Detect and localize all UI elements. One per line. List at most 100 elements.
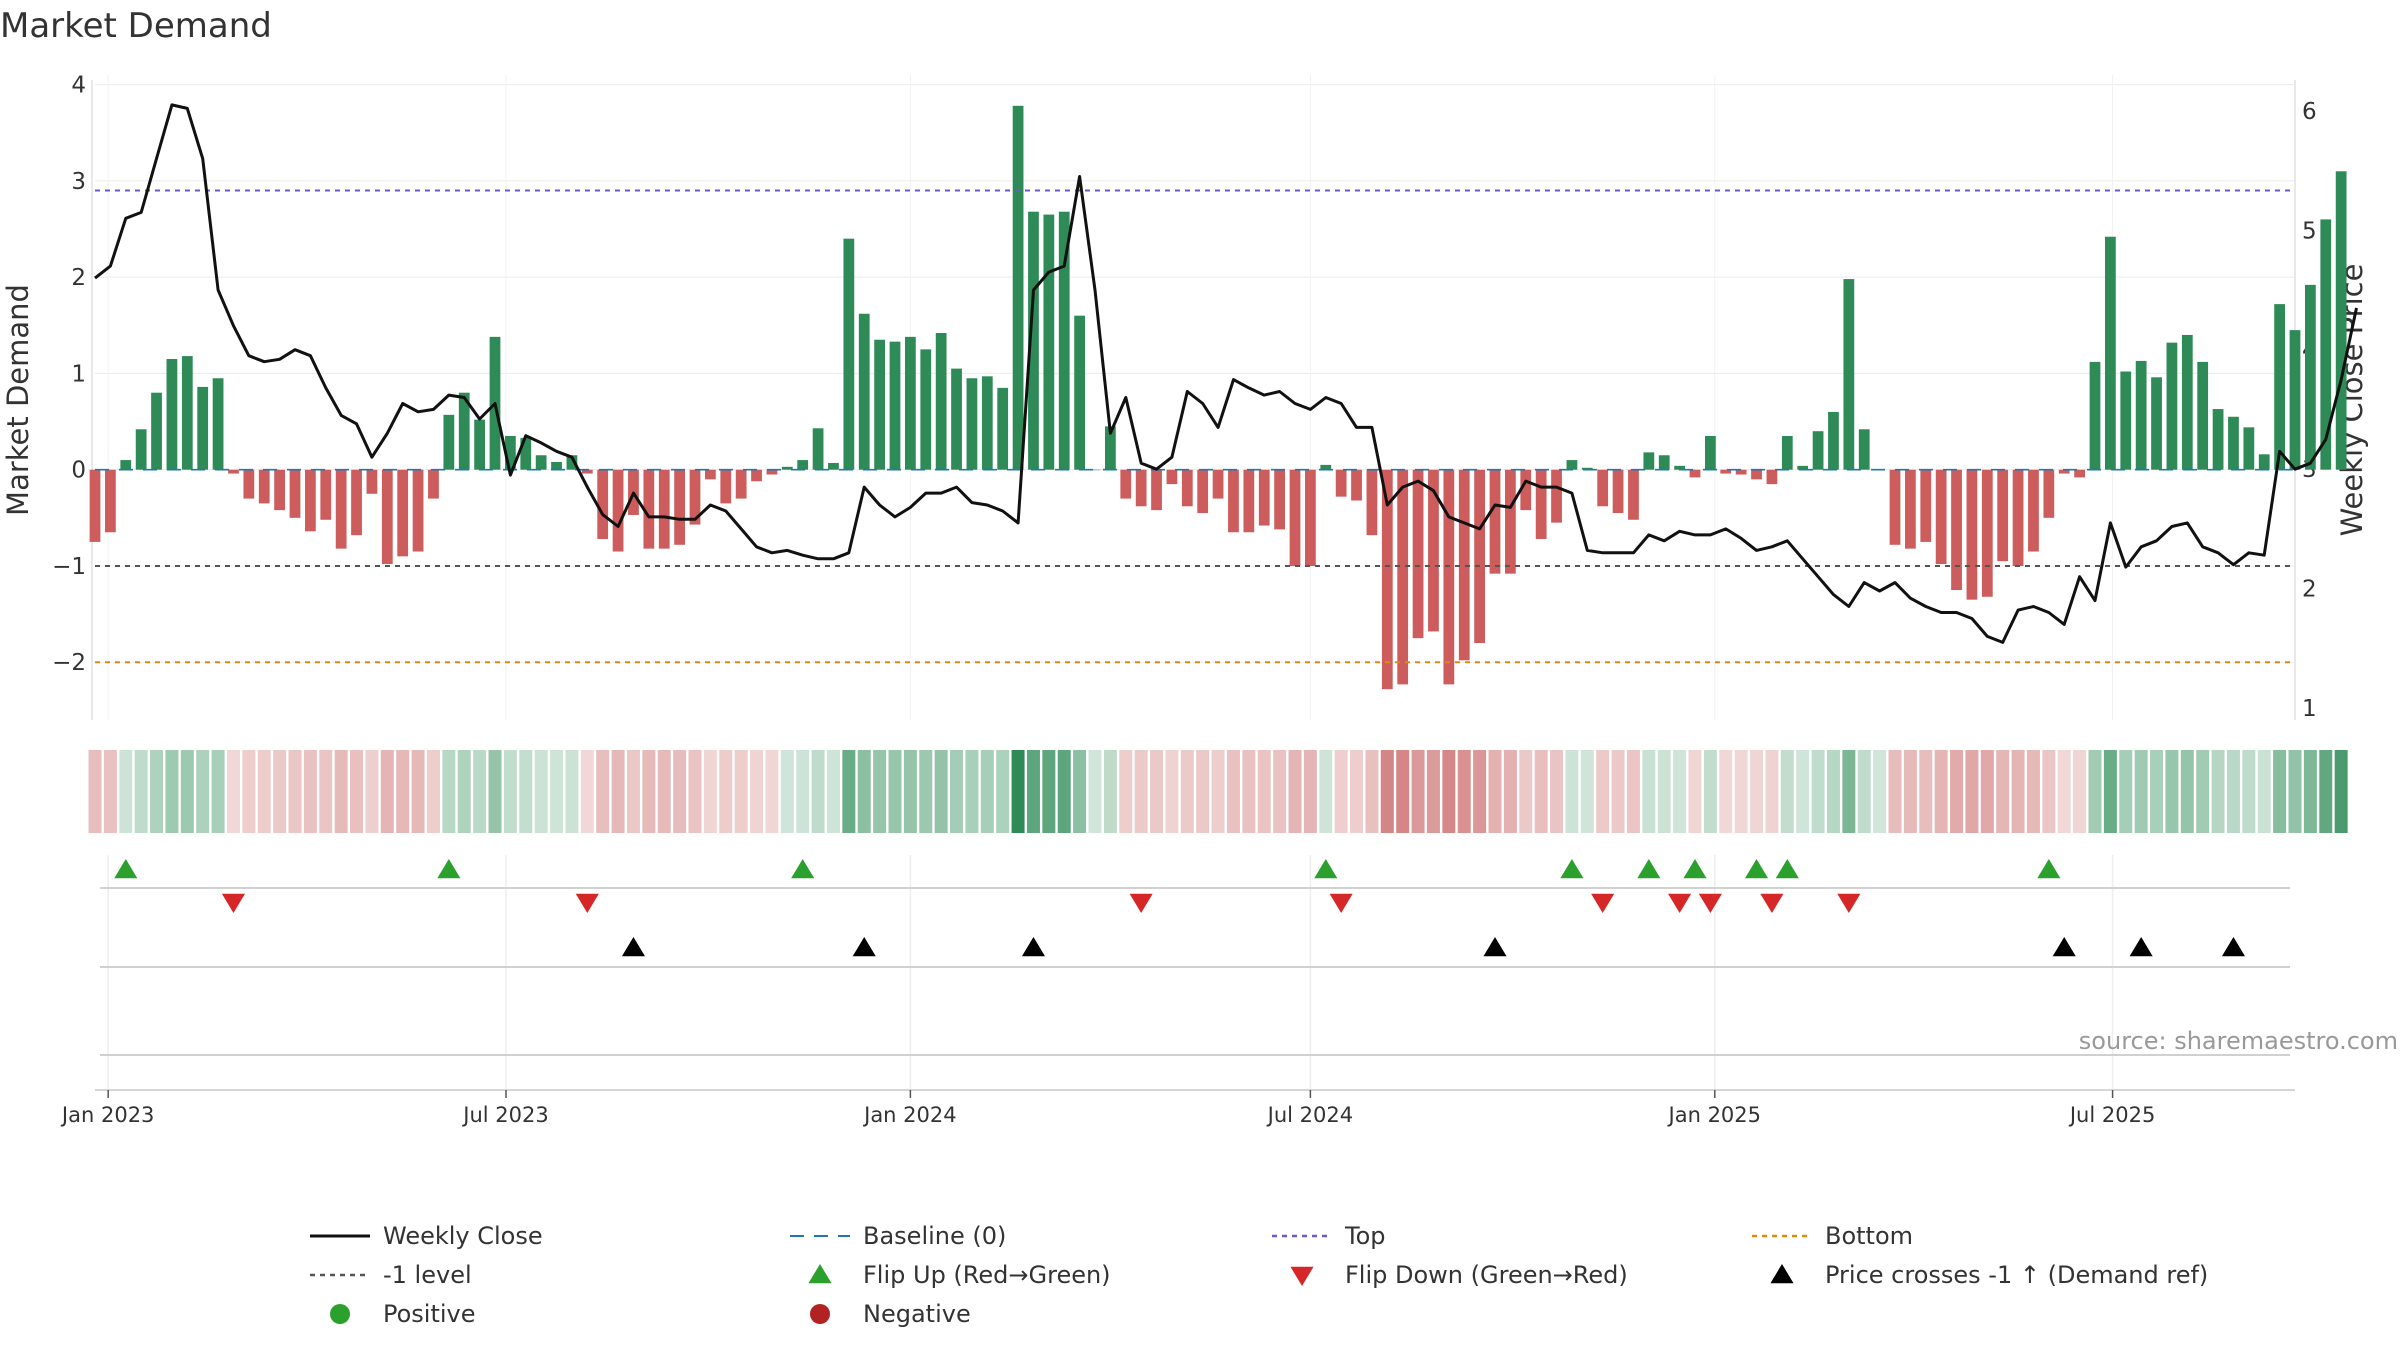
demand-bar <box>1628 469 1639 520</box>
demand-bar <box>120 460 132 470</box>
heat-strip-cell <box>1596 750 1610 833</box>
heat-strip-cell <box>1411 750 1425 833</box>
heat-strip-cell <box>1657 750 1671 833</box>
price-cross-marker <box>852 937 876 957</box>
demand-bar <box>612 469 624 552</box>
demand-bar <box>2320 219 2332 470</box>
heat-strip-cell <box>165 750 179 833</box>
y2-tick-label: 5 <box>2302 218 2317 244</box>
heat-strip-cell <box>996 750 1010 833</box>
demand-bar <box>858 313 870 470</box>
demand-bar <box>1720 469 1732 474</box>
heat-strip-cell <box>1488 750 1502 833</box>
heat-strip-cell <box>1811 750 1825 833</box>
demand-bar <box>474 419 485 470</box>
demand-bar <box>2074 469 2085 478</box>
x-tick-label: Jul 2025 <box>2068 1103 2155 1127</box>
demand-bar <box>2166 342 2178 470</box>
legend-item: Bottom <box>1752 1222 1913 1250</box>
heat-strip-cell <box>365 750 379 833</box>
heat-strip-cell <box>1919 750 1933 833</box>
flip-down-marker <box>1329 893 1353 913</box>
heat-strip-cell <box>442 750 456 833</box>
heat-strip-cell <box>1857 750 1871 833</box>
heat-strip-cell <box>734 750 748 833</box>
price-cross-marker <box>2129 937 2153 957</box>
demand-bar <box>1520 469 1532 511</box>
demand-bar <box>274 469 285 511</box>
heat-strip-cell <box>426 750 440 833</box>
heat-strip-cell <box>565 750 579 833</box>
flip-down-marker <box>1129 893 1153 913</box>
demand-bar <box>1043 214 1055 470</box>
heat-strip-cell <box>626 750 640 833</box>
demand-bar <box>428 469 439 499</box>
demand-bar <box>735 469 747 499</box>
demand-bar <box>1366 469 1378 536</box>
demand-bar <box>1089 469 1101 471</box>
heat-strip-cell <box>2288 750 2302 833</box>
heat-strip-cell <box>750 750 764 833</box>
demand-bar <box>289 469 301 518</box>
legend-item: Flip Up (Red→Green) <box>808 1261 1111 1289</box>
demand-bar <box>2305 284 2316 470</box>
heat-strip-cell <box>673 750 687 833</box>
heat-strip-cell <box>2257 750 2271 833</box>
legend-label: Bottom <box>1825 1222 1913 1250</box>
legend-label: Flip Up (Red→Green) <box>863 1261 1111 1289</box>
heat-strip-cell <box>1473 750 1487 833</box>
y2-tick-label: 6 <box>2302 99 2317 125</box>
heat-strip-cell <box>334 750 348 833</box>
heat-strip-cell <box>796 750 810 833</box>
demand-bar <box>366 469 378 494</box>
heat-strip-cell <box>1888 750 1902 833</box>
heat-strip-cell <box>1565 750 1579 833</box>
heat-strip-cell <box>2119 750 2133 833</box>
demand-bar <box>1689 469 1701 478</box>
demand-bar <box>258 469 270 504</box>
demand-bar <box>1997 469 2009 562</box>
heat-strip-cell <box>503 750 517 833</box>
heat-strip-cell <box>2319 750 2333 833</box>
legend-item: Negative <box>810 1300 971 1328</box>
demand-bar <box>166 358 178 470</box>
flip-up-marker <box>1560 859 1584 879</box>
demand-bar <box>2335 171 2347 470</box>
demand-bar <box>1597 469 1609 507</box>
heat-strip-cell <box>1103 750 1117 833</box>
heat-strip-cell <box>611 750 625 833</box>
demand-bar <box>228 469 239 474</box>
heat-strip-cell <box>1365 750 1379 833</box>
flip-up-marker <box>2037 859 2061 879</box>
demand-bar <box>1305 469 1316 566</box>
demand-bar <box>581 469 593 474</box>
demand-bar <box>1858 429 1870 470</box>
flip-up-marker <box>1314 859 1338 879</box>
legend-item: Positive <box>330 1300 476 1328</box>
heat-strip-cell <box>1119 750 1133 833</box>
demand-bar <box>1889 469 1901 545</box>
demand-bar <box>643 469 655 549</box>
demand-bar <box>1443 469 1455 685</box>
demand-bar <box>2197 361 2209 470</box>
demand-bar <box>212 378 224 470</box>
heat-strip-cell <box>1426 750 1440 833</box>
demand-bar <box>2058 469 2070 474</box>
heat-strip-cell <box>350 750 364 833</box>
legend-item: Baseline (0) <box>790 1222 1006 1250</box>
demand-bar <box>920 349 932 470</box>
price-cross-marker <box>2221 937 2246 957</box>
heat-strip-cell <box>642 750 656 833</box>
legend-label: Baseline (0) <box>863 1222 1006 1250</box>
demand-bar <box>335 469 347 549</box>
heat-strip-cell <box>873 750 887 833</box>
flip-down-marker <box>1591 893 1615 913</box>
heat-strip-cell <box>1534 750 1548 833</box>
demand-bar <box>505 436 516 470</box>
demand-bar <box>135 429 147 470</box>
demand-bar <box>658 469 670 549</box>
y2-tick-label: 2 <box>2302 577 2317 603</box>
heat-strip-cell <box>257 750 271 833</box>
heat-strip-cell <box>1350 750 1364 833</box>
